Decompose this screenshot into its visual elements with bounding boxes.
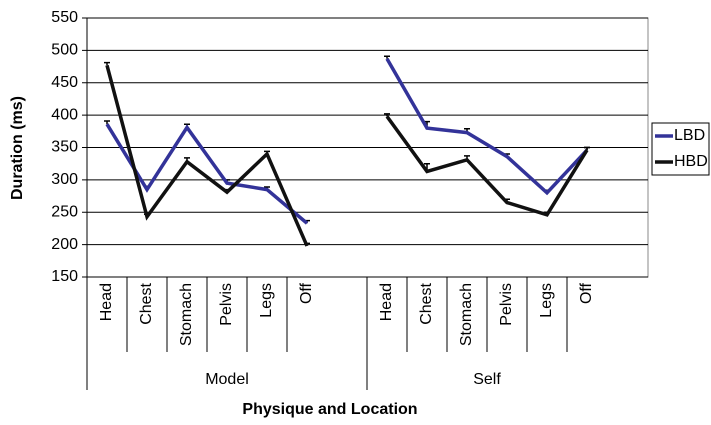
y-tick-label: 450 (51, 74, 78, 91)
legend-label: LBD (674, 127, 705, 144)
series-line (105, 123, 309, 225)
x-tick-label: Stomach (458, 283, 475, 346)
x-axis-title: Physique and Location (242, 401, 417, 418)
error-bar (104, 61, 110, 66)
x-tick-label: Head (98, 283, 115, 321)
series-line (385, 115, 589, 217)
y-tick-label: 250 (51, 203, 78, 220)
error-bar (584, 146, 590, 151)
x-tick-label: Chest (418, 282, 435, 324)
y-tick-label: 200 (51, 236, 78, 253)
series-line (385, 57, 589, 196)
y-tick-label: 350 (51, 139, 78, 156)
series-line (105, 64, 309, 247)
group-label: Model (205, 371, 249, 388)
x-tick-label: Legs (258, 283, 275, 318)
x-tick-label: Head (378, 283, 395, 321)
y-tick-label: 550 (51, 9, 78, 26)
x-tick-label: Legs (538, 283, 555, 318)
x-tick-label: Pelvis (218, 283, 235, 326)
x-tick-label: Chest (138, 282, 155, 324)
y-tick-label: 150 (51, 268, 78, 285)
y-tick-label: 300 (51, 171, 78, 188)
error-bar (384, 113, 390, 117)
x-tick-label: Stomach (178, 283, 195, 346)
legend-label: HBD (674, 153, 708, 170)
error-bar (384, 55, 390, 59)
y-tick-label: 500 (51, 42, 78, 59)
legend-box (651, 122, 710, 176)
x-tick-label: Pelvis (498, 283, 515, 326)
x-tick-label: Off (298, 282, 315, 304)
x-tick-label: Off (578, 282, 595, 304)
group-label: Self (473, 371, 501, 388)
error-bar (104, 120, 110, 125)
y-axis-title: Duration (ms) (9, 96, 26, 200)
y-tick-label: 400 (51, 106, 78, 123)
